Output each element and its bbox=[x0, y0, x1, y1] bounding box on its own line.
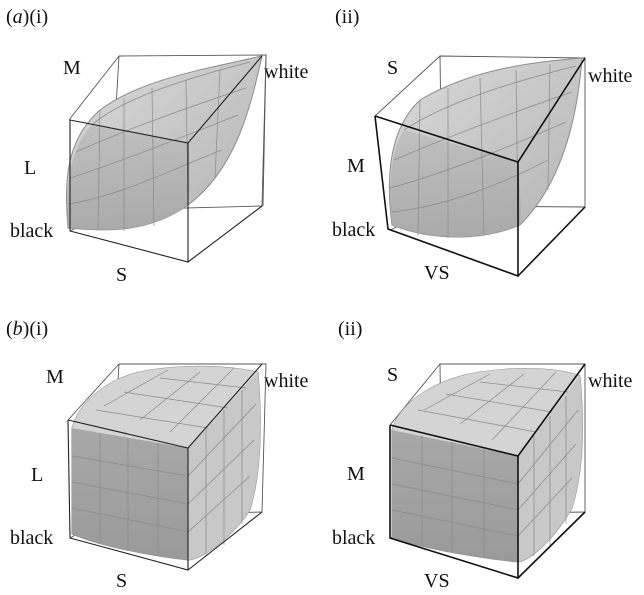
axis-label-left: M bbox=[347, 155, 365, 177]
color-solid-surface-a-ii bbox=[388, 57, 583, 238]
box-front-edges bbox=[374, 57, 586, 278]
panel-b-i-cube bbox=[67, 363, 267, 571]
box-front-edges bbox=[69, 55, 263, 263]
panel-label-a-i: (a)(i) bbox=[6, 6, 49, 28]
axis-label-black: black bbox=[332, 527, 376, 549]
axis-label-black: black bbox=[10, 527, 54, 549]
axis-label-top: M bbox=[63, 57, 81, 79]
axis-label-top: M bbox=[46, 366, 64, 388]
box-front-edges bbox=[389, 363, 586, 580]
color-solid-surface-b-ii bbox=[391, 368, 583, 563]
panel-label-a-ii: (ii) bbox=[335, 6, 360, 28]
axis-label-white: white bbox=[264, 61, 309, 83]
color-solid-surface-b-i bbox=[71, 365, 261, 561]
panel-label-b-ii: (ii) bbox=[338, 318, 363, 340]
axis-label-bottom: VS bbox=[424, 262, 450, 284]
panel-b-ii-cube bbox=[389, 363, 586, 580]
axis-label-white: white bbox=[588, 65, 633, 87]
box-front-edges bbox=[67, 363, 263, 571]
axis-label-top: S bbox=[387, 364, 399, 386]
axis-label-bottom: S bbox=[116, 264, 128, 286]
axis-label-top: S bbox=[387, 57, 399, 79]
axis-label-left: L bbox=[24, 157, 37, 179]
axis-label-white: white bbox=[264, 370, 309, 392]
axis-label-black: black bbox=[332, 219, 376, 241]
panel-a-ii-cube bbox=[374, 55, 586, 278]
axis-label-bottom: VS bbox=[424, 570, 450, 592]
panel-label-b-i: (b)(i) bbox=[6, 318, 49, 340]
axis-label-left: L bbox=[31, 464, 44, 486]
axis-label-white: white bbox=[588, 370, 633, 392]
axis-label-black: black bbox=[10, 220, 54, 242]
panel-a-i-cube bbox=[66, 54, 267, 263]
axis-label-left: M bbox=[347, 463, 365, 485]
axis-label-bottom: S bbox=[116, 570, 128, 592]
color-solid-surface-a-i bbox=[66, 55, 263, 231]
